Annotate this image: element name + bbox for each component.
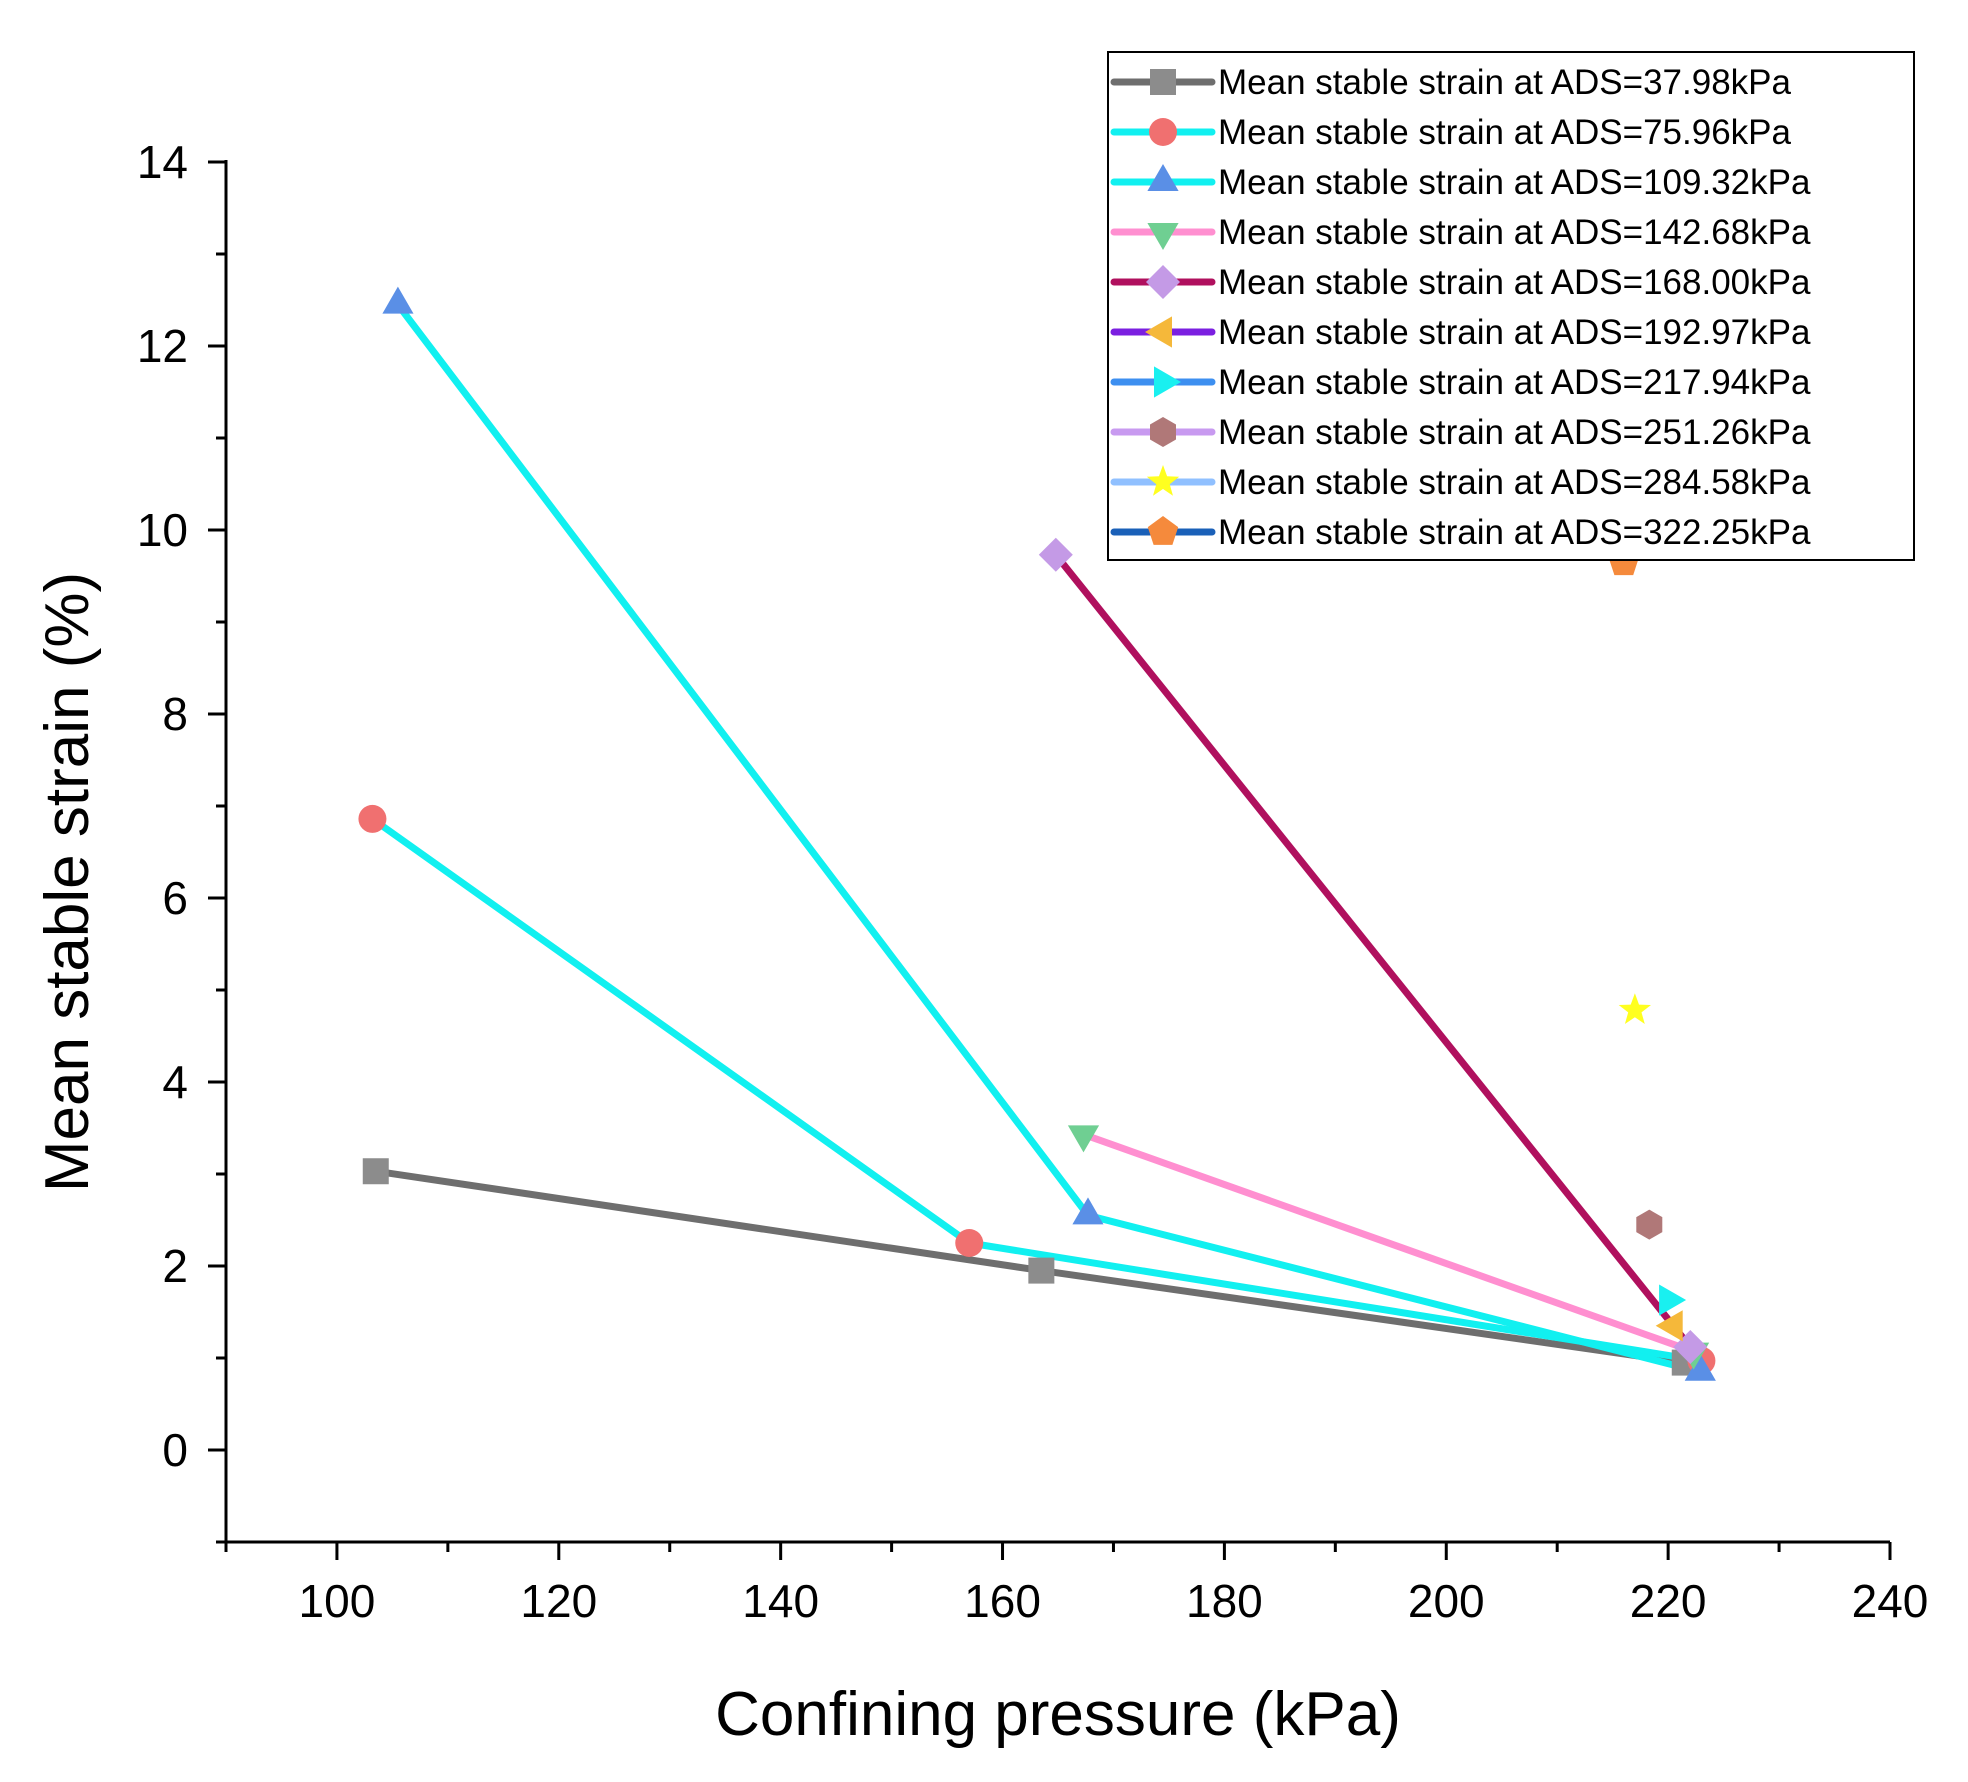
legend-label-8: Mean stable strain at ADS=251.26kPa	[1218, 413, 1811, 452]
y-tick-label: 2	[162, 1240, 188, 1292]
legend-swatch-marker-9	[1146, 465, 1180, 496]
legend-swatch-marker-5	[1146, 265, 1180, 299]
legend: Mean stable strain at ADS=37.98kPa Mean s…	[1107, 51, 1915, 561]
x-tick-label: 160	[964, 1575, 1041, 1627]
series-4-line	[1080, 1130, 1698, 1356]
legend-label-10: Mean stable strain at ADS=322.25kPa	[1218, 513, 1811, 552]
legend-swatch-marker-6	[1145, 316, 1172, 348]
legend-label-2: Mean stable strain at ADS=75.96kPa	[1218, 113, 1792, 152]
series-1-point-1	[362, 1158, 389, 1185]
legend-swatch-marker-3	[1147, 164, 1179, 191]
axes: 100 120 140 160 180 200 220 240 0 2 4 6 8 10 12 14	[137, 136, 1929, 1627]
y-tick-label: 12	[137, 320, 188, 372]
y-tick-label: 6	[162, 872, 188, 924]
legend-label-6: Mean stable strain at ADS=192.97kPa	[1218, 313, 1811, 352]
y-tick-label: 8	[162, 688, 188, 740]
legend-label-1: Mean stable strain at ADS=37.98kPa	[1218, 63, 1792, 102]
y-tick-label: 10	[137, 504, 188, 556]
y-axis-title: Mean stable strain (%)	[33, 572, 102, 1192]
series-6-point-1	[1655, 1310, 1683, 1342]
legend-swatch-marker-1	[1150, 69, 1176, 95]
x-tick-label: 180	[1186, 1575, 1263, 1627]
legend-label-9: Mean stable strain at ADS=284.58kPa	[1218, 463, 1811, 502]
y-tick-label: 4	[162, 1056, 188, 1108]
legend-swatch-marker-7	[1154, 366, 1181, 398]
series-5-point-1	[1038, 537, 1073, 572]
series-4-point-1	[1067, 1125, 1100, 1153]
x-tick-label: 200	[1408, 1575, 1485, 1627]
x-tick-label: 120	[520, 1575, 597, 1627]
series-3-point-2	[1072, 1197, 1104, 1225]
legend-label-7: Mean stable strain at ADS=217.94kPa	[1218, 363, 1811, 402]
legend-label-4: Mean stable strain at ADS=142.68kPa	[1218, 213, 1811, 252]
legend-swatch-marker-4	[1147, 223, 1179, 250]
x-tick-label: 220	[1630, 1575, 1707, 1627]
series-9-point-1	[1618, 993, 1651, 1024]
legend-swatch-marker-10	[1147, 516, 1179, 545]
y-tick-label: 0	[162, 1424, 188, 1476]
y-tick-label: 14	[137, 136, 188, 188]
series-1-point-2	[1028, 1257, 1055, 1284]
x-tick-label: 100	[299, 1575, 376, 1627]
series-2-point-1	[358, 804, 387, 833]
x-tick-label: 240	[1852, 1575, 1929, 1627]
series-2-point-2	[955, 1229, 984, 1257]
series-5-line	[1052, 551, 1694, 1351]
series-3-point-3	[1684, 1353, 1716, 1381]
series-3-point-1	[382, 286, 414, 314]
x-tick-label: 140	[742, 1575, 819, 1627]
plot-markers	[358, 286, 1716, 1381]
legend-swatch-marker-2	[1149, 118, 1177, 146]
legend-box	[1107, 51, 1915, 561]
series-7-point-1	[1659, 1284, 1687, 1316]
legend-swatch-marker-8	[1150, 417, 1176, 447]
legend-label-3: Mean stable strain at ADS=109.32kPa	[1218, 163, 1811, 202]
series-8-point-1	[1636, 1209, 1663, 1240]
legend-label-5: Mean stable strain at ADS=168.00kPa	[1218, 263, 1811, 302]
x-axis-title: Confining pressure (kPa)	[715, 1680, 1401, 1749]
